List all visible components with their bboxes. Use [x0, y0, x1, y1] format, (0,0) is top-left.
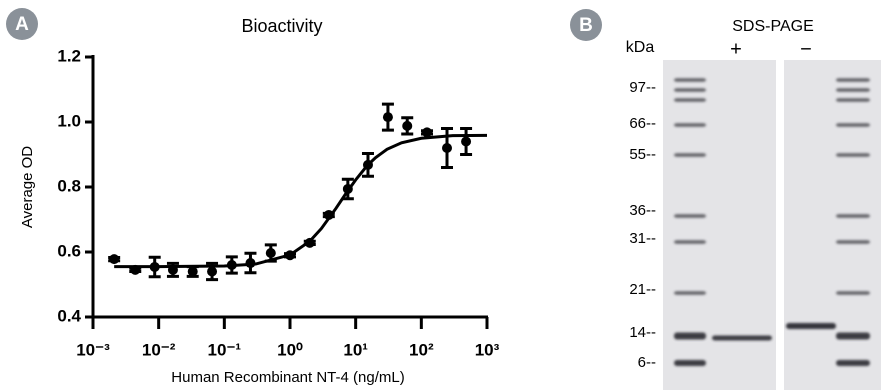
marker-label: 21--: [629, 281, 656, 298]
marker-label: 6--: [638, 354, 656, 371]
chart-title: Bioactivity: [241, 16, 322, 36]
gel-band: [674, 214, 706, 218]
y-axis-label: Average OD: [19, 146, 36, 228]
gel-band: [674, 123, 706, 127]
gel-band: [674, 98, 706, 102]
marker-label: 66--: [629, 115, 656, 132]
page: A Bioactivity Average OD Human Recombina…: [0, 0, 881, 390]
y-tick-label: 0.6: [57, 241, 81, 260]
gel-band: [836, 153, 870, 157]
marker-label: 36--: [629, 202, 656, 219]
gel-band: [836, 333, 870, 340]
data-point: [383, 112, 393, 122]
x-tick-label: 10⁻¹: [208, 340, 242, 359]
gel-right: [784, 60, 881, 390]
data-point: [442, 143, 452, 153]
gel-band: [836, 291, 870, 295]
gel-band: [674, 291, 706, 295]
data-point: [109, 254, 119, 264]
fit-curve: [114, 135, 487, 266]
y-tick-label: 1.2: [57, 46, 81, 65]
lane-label: +: [730, 38, 742, 60]
gel-title: SDS-PAGE: [732, 18, 814, 35]
data-point: [266, 248, 276, 258]
x-tick-label: 10⁰: [277, 340, 303, 359]
lane-label: −: [800, 38, 812, 60]
data-point: [207, 267, 217, 277]
data-point: [188, 267, 198, 277]
y-tick-label: 1.0: [57, 111, 81, 130]
marker-label: 14--: [629, 324, 656, 341]
x-tick-label: 10⁻²: [142, 340, 176, 359]
gel-band: [712, 336, 772, 341]
gel-band: [674, 153, 706, 157]
gel-band: [786, 323, 836, 329]
data-point: [461, 137, 471, 147]
gel-band: [836, 78, 870, 82]
gel-band: [836, 240, 870, 244]
gel-band: [836, 123, 870, 127]
y-tick-label: 0.4: [57, 306, 81, 325]
gel-band: [836, 360, 870, 366]
x-tick-label: 10²: [409, 340, 434, 359]
data-point: [422, 127, 432, 137]
panel-letter: B: [579, 15, 593, 36]
x-tick-label: 10⁻³: [76, 340, 110, 359]
gel-band: [674, 333, 706, 340]
gel-band: [674, 88, 706, 92]
y-tick-label: 0.8: [57, 176, 81, 195]
marker-label: 31--: [629, 230, 656, 247]
marker-label: 97--: [629, 79, 656, 96]
marker-label: 55--: [629, 146, 656, 163]
gel-band: [836, 98, 870, 102]
figure: A Bioactivity Average OD Human Recombina…: [0, 0, 881, 390]
data-point: [402, 121, 412, 131]
gel-band: [836, 88, 870, 92]
gel-unit: kDa: [626, 39, 655, 56]
panel-letter: A: [15, 14, 29, 35]
gel-band: [674, 240, 706, 244]
gel-band: [674, 360, 706, 366]
gel-band: [836, 214, 870, 218]
gel-band: [674, 78, 706, 82]
x-tick-label: 10³: [475, 340, 500, 359]
x-axis-label: Human Recombinant NT-4 (ng/mL): [171, 369, 404, 386]
x-tick-label: 10¹: [343, 340, 368, 359]
